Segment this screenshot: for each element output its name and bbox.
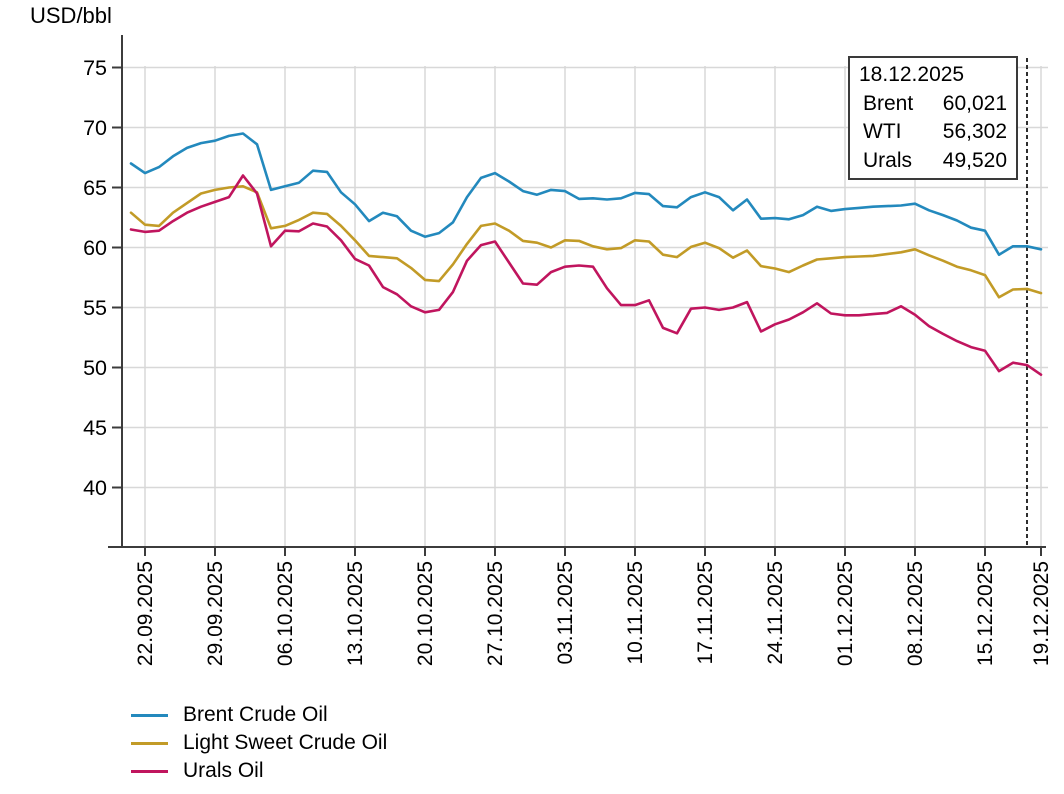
x-tick-label: 15.12.2025 bbox=[974, 561, 997, 666]
legend-item-light-sweet: Light Sweet Crude Oil bbox=[131, 729, 387, 757]
x-tick-label: 01.12.2025 bbox=[834, 561, 857, 666]
y-axis-title: USD/bbl bbox=[30, 3, 112, 28]
y-tick-label: 60 bbox=[83, 236, 107, 260]
series-line-urals-oil[interactable] bbox=[129, 174, 1043, 377]
x-tick-label: 06.10.2025 bbox=[274, 561, 297, 666]
tooltip-value-urals: 49,520 bbox=[942, 148, 1007, 172]
x-tick-label: 03.11.2025 bbox=[554, 561, 577, 665]
legend-swatch-light-sweet-icon bbox=[131, 741, 168, 745]
tooltip-row-brent: Brent 60,021 bbox=[859, 90, 1007, 119]
y-tick-label: 70 bbox=[83, 116, 107, 140]
x-tick-label: 27.10.2025 bbox=[484, 561, 507, 666]
crosshair-tooltip: 18.12.2025 Brent 60,021 WTI 56,302 Urals… bbox=[848, 56, 1018, 180]
y-tick-label: 55 bbox=[83, 296, 107, 320]
price-line-chart[interactable]: 75 70 65 60 55 50 45 40 22.09.2025 29.09.2025 06.1… bbox=[0, 0, 1064, 700]
y-tick-label: 75 bbox=[83, 56, 107, 80]
legend-item-brent: Brent Crude Oil bbox=[131, 701, 387, 729]
tooltip-row-wti: WTI 56,302 bbox=[859, 118, 1007, 147]
y-tick-label: 65 bbox=[83, 176, 107, 200]
x-tick-label: 29.09.2025 bbox=[204, 561, 227, 666]
x-tick-label: 17.11.2025 bbox=[694, 561, 717, 665]
tooltip-value-wti: 56,302 bbox=[942, 120, 1007, 143]
legend-item-urals: Urals Oil bbox=[131, 757, 387, 785]
legend-label-light-sweet: Light Sweet Crude Oil bbox=[183, 731, 388, 754]
x-tick-label: 10.11.2025 bbox=[624, 561, 647, 665]
series-line-light-sweet-crude-oil[interactable] bbox=[129, 185, 1043, 299]
x-tick-label: 08.12.2025 bbox=[904, 561, 927, 666]
series-line-brent-crude-oil[interactable] bbox=[129, 132, 1043, 256]
legend: Brent Crude Oil Light Sweet Crude Oil Ur… bbox=[131, 701, 387, 785]
tooltip-label-urals: Urals bbox=[863, 148, 913, 172]
y-tick-label: 50 bbox=[83, 356, 107, 380]
legend-label-urals: Urals Oil bbox=[183, 759, 264, 782]
y-tick-label: 40 bbox=[83, 476, 107, 500]
tooltip-value-brent: 60,021 bbox=[942, 91, 1007, 115]
y-tick-label: 45 bbox=[83, 416, 107, 440]
tooltip-row-urals: Urals 49,520 bbox=[859, 147, 1007, 176]
x-tick-label: 20.10.2025 bbox=[414, 561, 437, 666]
legend-swatch-brent-icon bbox=[131, 713, 168, 717]
x-tick-label: 22.09.2025 bbox=[134, 561, 157, 666]
legend-swatch-urals-icon bbox=[131, 769, 168, 773]
tooltip-label-wti: WTI bbox=[863, 120, 902, 143]
x-tick-label: 24.11.2025 bbox=[764, 561, 787, 665]
tooltip-label-brent: Brent bbox=[863, 91, 914, 115]
tooltip-date: 18.12.2025 bbox=[859, 63, 965, 86]
legend-label-brent: Brent Crude Oil bbox=[183, 703, 328, 726]
x-tick-label: 19.12.2025 bbox=[1030, 561, 1053, 666]
x-tick-label: 13.10.2025 bbox=[344, 561, 367, 666]
